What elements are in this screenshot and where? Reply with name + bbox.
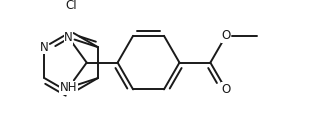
Text: Cl: Cl <box>65 0 77 12</box>
Text: NH: NH <box>60 81 77 94</box>
Text: O: O <box>221 83 230 96</box>
Text: N: N <box>40 41 49 54</box>
Text: N: N <box>64 31 73 44</box>
Text: O: O <box>221 29 230 42</box>
